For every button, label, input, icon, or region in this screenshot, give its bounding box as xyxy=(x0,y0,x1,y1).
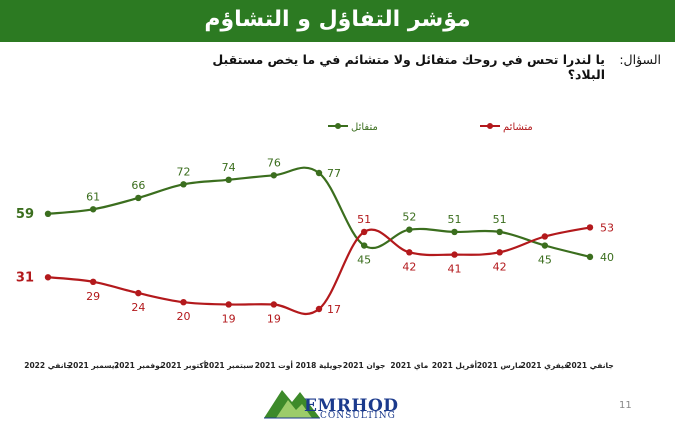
data-point xyxy=(360,228,368,236)
data-label: 51 xyxy=(448,213,462,226)
data-point xyxy=(451,228,458,236)
x-tick-label: ماي 2021 xyxy=(390,361,428,370)
page-number: 11 xyxy=(619,400,632,411)
data-point xyxy=(180,299,187,306)
data-label: 66 xyxy=(131,179,145,192)
data-point xyxy=(406,249,413,256)
x-tick-label: جانفي 2021 xyxy=(566,361,614,370)
x-tick-label: سبتمبر 2021 xyxy=(204,361,254,370)
data-point xyxy=(180,181,187,188)
x-tick-label: أفريل 2021 xyxy=(432,360,477,370)
data-label: 77 xyxy=(327,167,341,180)
data-label: 45 xyxy=(357,254,371,267)
data-label: 31 xyxy=(16,270,34,285)
x-tick-label: ديسمبر 2021 xyxy=(68,361,119,370)
data-point xyxy=(89,206,97,213)
data-label: 59 xyxy=(16,207,34,222)
question-text-line2: البلاد؟ xyxy=(567,67,605,82)
data-point xyxy=(496,228,503,236)
title-bar: مؤشر التفاؤل و التشاؤم xyxy=(0,0,675,42)
data-point xyxy=(44,210,52,217)
data-point xyxy=(541,242,549,249)
x-tick-label: فيفري 2021 xyxy=(521,361,569,370)
data-label: 61 xyxy=(86,190,100,203)
data-label: 42 xyxy=(402,260,416,273)
question-text-line1: يا لندرا تحس في روحك متفائل ولا متشائم ف… xyxy=(212,52,605,67)
data-label: 76 xyxy=(267,156,281,169)
data-point xyxy=(586,224,594,231)
data-label: 40 xyxy=(600,251,614,264)
question-label: السؤال: xyxy=(619,52,661,67)
series-line-1 xyxy=(47,226,591,316)
data-point xyxy=(270,301,278,308)
data-label: 51 xyxy=(493,213,507,226)
data-point xyxy=(360,242,368,249)
data-label: 29 xyxy=(86,290,100,303)
series-line-0 xyxy=(47,166,591,258)
data-point xyxy=(586,253,594,261)
legend-marker-1 xyxy=(487,123,493,129)
data-label: 72 xyxy=(177,165,191,178)
data-label: 17 xyxy=(327,303,341,316)
x-tick-label: نوفمبر 2021 xyxy=(114,361,163,370)
data-label: 20 xyxy=(177,310,191,323)
data-point xyxy=(225,301,232,308)
legend-label-0: متفائل xyxy=(351,122,378,133)
data-point xyxy=(225,176,232,183)
data-label: 53 xyxy=(600,221,614,234)
legend-label-1: متشائم xyxy=(503,122,533,133)
data-point xyxy=(541,233,549,240)
data-label: 51 xyxy=(357,213,371,226)
slide-title: مؤشر التفاؤل و التشاؤم xyxy=(204,7,471,32)
data-label: 52 xyxy=(402,211,416,224)
data-point xyxy=(44,274,52,281)
data-point xyxy=(496,249,503,256)
data-point xyxy=(406,226,413,233)
data-point xyxy=(89,278,97,285)
data-point xyxy=(135,194,142,202)
data-point xyxy=(315,305,323,313)
x-tick-label: مارس 2021 xyxy=(477,361,523,370)
data-label: 42 xyxy=(493,260,507,273)
x-tick-label: أوت 2021 xyxy=(255,360,293,370)
x-tick-label: أكتوبر 2021 xyxy=(161,360,207,370)
data-label: 45 xyxy=(538,254,552,267)
data-label: 74 xyxy=(222,161,236,174)
data-point xyxy=(315,169,323,177)
data-point xyxy=(451,251,458,258)
x-tick-label: جانفي 2022 xyxy=(24,361,72,370)
data-point xyxy=(270,172,278,179)
x-tick-label: جويلية 2018 xyxy=(295,361,342,370)
logo-brand-text: EMRHOD xyxy=(304,396,399,416)
emrhod-logo: EMRHOD CONSULTING xyxy=(262,378,407,422)
data-label: 19 xyxy=(222,312,236,325)
logo-sub-text: CONSULTING xyxy=(320,411,396,421)
line-chart: متفائل متشائم 59 61 66 72 74 76 77 45 52 51 51 45 40 31… xyxy=(16,122,614,370)
data-label: 19 xyxy=(267,312,281,325)
legend-marker-0 xyxy=(335,123,341,129)
x-tick-label: جوان 2021 xyxy=(343,361,386,370)
data-label: 41 xyxy=(448,263,462,276)
data-label: 24 xyxy=(131,301,145,314)
mountain-logo-icon xyxy=(264,390,320,419)
data-point xyxy=(135,289,142,297)
